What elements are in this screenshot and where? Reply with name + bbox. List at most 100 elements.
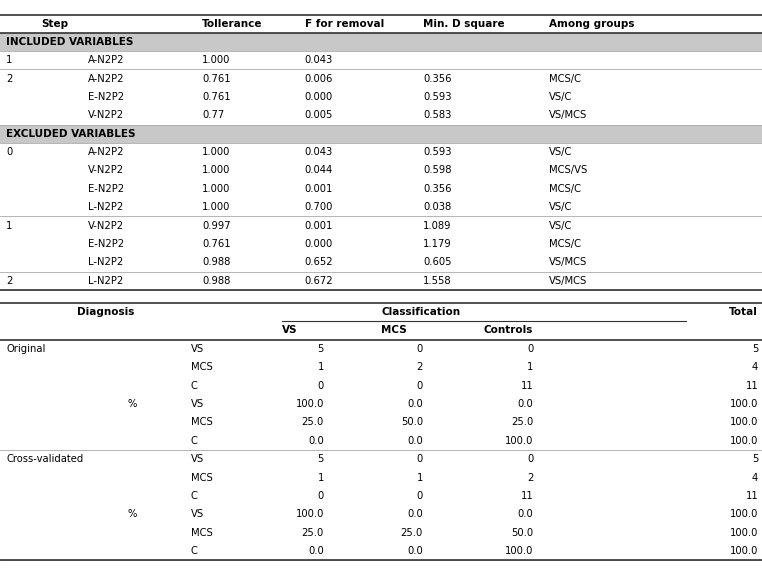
Bar <box>0 505 762 523</box>
Text: VS: VS <box>190 344 203 354</box>
Text: 1: 1 <box>6 55 12 65</box>
Text: 2: 2 <box>6 74 12 84</box>
Text: 50.0: 50.0 <box>511 528 533 538</box>
Text: 0: 0 <box>417 491 423 501</box>
Bar <box>0 450 762 468</box>
Text: L-N2P2: L-N2P2 <box>88 202 123 212</box>
Text: 2: 2 <box>417 362 423 372</box>
Text: 0: 0 <box>417 344 423 354</box>
Text: 1.000: 1.000 <box>202 202 230 212</box>
Text: 25.0: 25.0 <box>401 528 423 538</box>
Text: A-N2P2: A-N2P2 <box>88 55 124 65</box>
Text: 0.0: 0.0 <box>407 509 423 519</box>
Text: 100.0: 100.0 <box>730 399 758 409</box>
Bar <box>0 272 762 290</box>
Text: VS/C: VS/C <box>549 202 572 212</box>
Text: 0.997: 0.997 <box>202 221 231 231</box>
Bar <box>0 321 762 339</box>
Bar <box>0 376 762 395</box>
Text: A-N2P2: A-N2P2 <box>88 147 124 157</box>
Text: MCS: MCS <box>190 472 213 482</box>
Text: 1: 1 <box>318 472 324 482</box>
Text: 5: 5 <box>318 454 324 464</box>
Bar <box>0 69 762 88</box>
Bar <box>0 124 762 142</box>
Text: 1.000: 1.000 <box>202 147 230 157</box>
Text: MCS: MCS <box>190 528 213 538</box>
Text: 1.000: 1.000 <box>202 184 230 194</box>
Text: 1.558: 1.558 <box>423 276 452 286</box>
Text: VS/MCS: VS/MCS <box>549 276 587 286</box>
Text: 0.761: 0.761 <box>202 92 231 102</box>
Text: 0.356: 0.356 <box>423 74 451 84</box>
Bar <box>0 51 762 69</box>
Text: V-N2P2: V-N2P2 <box>88 221 123 231</box>
Text: 1.089: 1.089 <box>423 221 451 231</box>
Text: 4: 4 <box>752 362 758 372</box>
Bar <box>0 216 762 235</box>
Text: 0.005: 0.005 <box>305 110 333 120</box>
Bar <box>0 143 762 161</box>
Text: 11: 11 <box>745 381 758 391</box>
Text: Tollerance: Tollerance <box>202 19 262 29</box>
Text: Diagnosis: Diagnosis <box>77 307 135 317</box>
Text: E-N2P2: E-N2P2 <box>88 184 123 194</box>
Text: 0.001: 0.001 <box>305 184 333 194</box>
Text: 0.044: 0.044 <box>305 165 333 175</box>
Text: 0: 0 <box>6 147 12 157</box>
Text: V-N2P2: V-N2P2 <box>88 110 123 120</box>
Text: 0.605: 0.605 <box>423 258 451 267</box>
Text: 0: 0 <box>318 491 324 501</box>
Text: 1.000: 1.000 <box>202 165 230 175</box>
Text: 0.593: 0.593 <box>423 147 451 157</box>
Text: VS: VS <box>190 454 203 464</box>
Text: C: C <box>190 546 197 556</box>
Text: Cross-validated: Cross-validated <box>6 454 83 464</box>
Text: 1: 1 <box>527 362 533 372</box>
Bar <box>0 33 762 51</box>
Text: 0.006: 0.006 <box>305 74 333 84</box>
Text: Controls: Controls <box>484 325 533 335</box>
Text: C: C <box>190 436 197 446</box>
Text: 1.000: 1.000 <box>202 55 230 65</box>
Bar <box>0 88 762 106</box>
Text: 0: 0 <box>417 381 423 391</box>
Text: 5: 5 <box>318 344 324 354</box>
Text: 25.0: 25.0 <box>511 418 533 427</box>
Bar <box>0 253 762 272</box>
Text: 0.652: 0.652 <box>305 258 334 267</box>
Text: 100.0: 100.0 <box>505 436 533 446</box>
Text: VS/MCS: VS/MCS <box>549 110 587 120</box>
Bar <box>0 358 762 376</box>
Text: 0.761: 0.761 <box>202 239 231 249</box>
Text: 0.988: 0.988 <box>202 258 230 267</box>
Bar <box>0 106 762 125</box>
Text: 11: 11 <box>520 381 533 391</box>
Text: VS/MCS: VS/MCS <box>549 258 587 267</box>
Text: 5: 5 <box>752 454 758 464</box>
Text: VS: VS <box>190 399 203 409</box>
Text: 0.0: 0.0 <box>517 509 533 519</box>
Text: 0.0: 0.0 <box>407 546 423 556</box>
Text: 0.038: 0.038 <box>423 202 451 212</box>
Text: 0: 0 <box>527 344 533 354</box>
Text: 0.583: 0.583 <box>423 110 451 120</box>
Text: Classification: Classification <box>382 307 460 317</box>
Text: F for removal: F for removal <box>305 19 384 29</box>
Bar <box>0 198 762 216</box>
Text: MCS/VS: MCS/VS <box>549 165 587 175</box>
Text: 50.0: 50.0 <box>401 418 423 427</box>
Text: E-N2P2: E-N2P2 <box>88 92 123 102</box>
Text: 0.593: 0.593 <box>423 92 451 102</box>
Text: 0.0: 0.0 <box>308 436 324 446</box>
Text: 1.179: 1.179 <box>423 239 452 249</box>
Text: 1: 1 <box>318 362 324 372</box>
Text: 11: 11 <box>745 491 758 501</box>
Text: 0.0: 0.0 <box>407 436 423 446</box>
Text: 100.0: 100.0 <box>730 418 758 427</box>
Text: 11: 11 <box>520 491 533 501</box>
Text: INCLUDED VARIABLES: INCLUDED VARIABLES <box>6 37 133 47</box>
Text: Among groups: Among groups <box>549 19 634 29</box>
Text: MCS: MCS <box>190 418 213 427</box>
Text: 0.000: 0.000 <box>305 239 333 249</box>
